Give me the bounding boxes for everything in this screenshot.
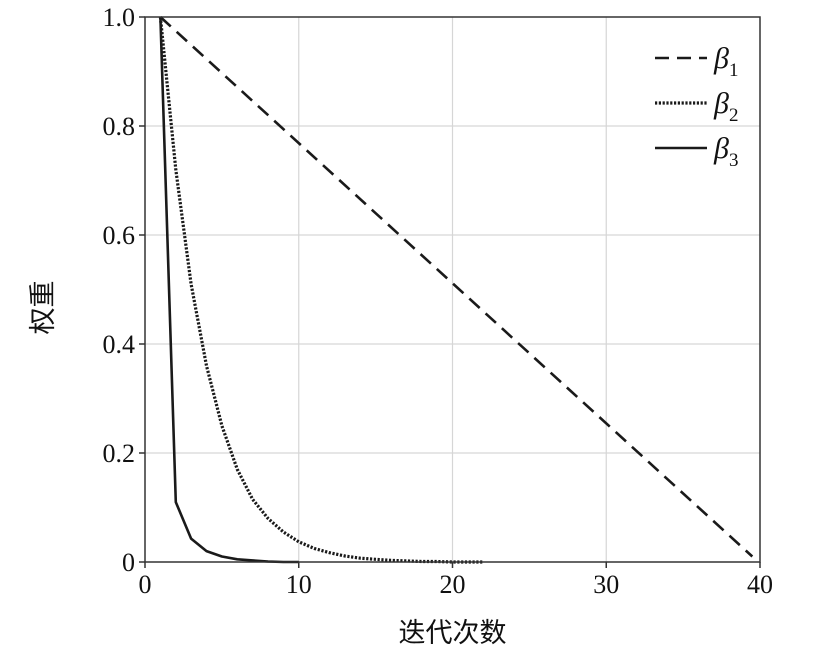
plot-series bbox=[158, 16, 754, 564]
x-tick-label: 30 bbox=[593, 570, 619, 599]
legend-label-2: β2 bbox=[713, 87, 738, 126]
x-tick-label: 20 bbox=[440, 570, 466, 599]
x-tick-label: 0 bbox=[139, 570, 152, 599]
y-tick-label: 0.2 bbox=[103, 439, 136, 468]
y-tick-label: 1.0 bbox=[103, 3, 136, 32]
x-tick-label: 10 bbox=[286, 570, 312, 599]
grid bbox=[145, 17, 760, 562]
y-tick-label: 0.8 bbox=[103, 112, 136, 141]
legend-label-1: β1 bbox=[713, 42, 738, 81]
legend: β1 β2 β3 bbox=[655, 42, 738, 171]
y-tick-label: 0.4 bbox=[103, 330, 136, 359]
legend-label-3: β3 bbox=[713, 132, 738, 171]
y-axis-title: 权重 bbox=[28, 281, 59, 335]
series-line-3 bbox=[159, 16, 299, 564]
x-axis-title: 迭代次数 bbox=[399, 618, 507, 649]
y-tick-label: 0.6 bbox=[103, 221, 136, 250]
series-line-2 bbox=[158, 16, 484, 564]
axes: 0 10 20 30 40 0 0.2 0.4 0.6 0.8 1.0 bbox=[103, 3, 774, 599]
x-tick-label: 40 bbox=[747, 570, 773, 599]
y-tick-label: 0 bbox=[122, 548, 135, 577]
series-line-1 bbox=[159, 16, 754, 558]
